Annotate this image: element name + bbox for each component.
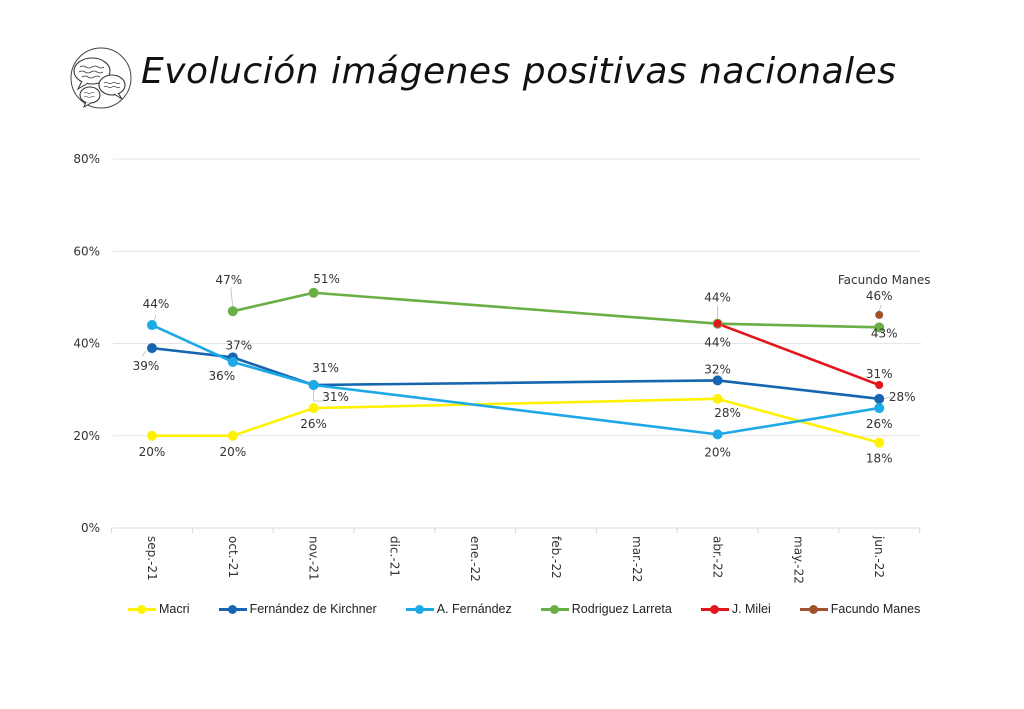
data-point — [875, 310, 884, 319]
legend-label: A. Fernández — [436, 602, 512, 616]
legend-swatch — [799, 603, 828, 615]
data-point — [874, 393, 885, 404]
data-point — [308, 403, 319, 414]
data-label: 46% — [866, 289, 893, 303]
legend-item-a-fern-ndez[interactable]: A. Fernández — [405, 602, 512, 616]
x-tick-label: ene.-22 — [468, 536, 482, 582]
data-label: 32% — [704, 362, 731, 376]
data-label: 31% — [322, 390, 349, 404]
legend-swatch — [540, 603, 569, 615]
label-leader-line — [313, 389, 324, 402]
y-tick-label: 60% — [73, 244, 100, 258]
y-tick-label: 0% — [81, 521, 100, 535]
data-label: 31% — [312, 361, 339, 375]
data-label: 37% — [225, 338, 252, 352]
legend-label: Facundo Manes — [830, 602, 921, 616]
legend-item-rodriguez-larreta[interactable]: Rodriguez Larreta — [540, 602, 672, 616]
data-label: 44% — [704, 336, 731, 350]
data-label: 26% — [866, 417, 893, 431]
annotation-facundo-manes: Facundo Manes — [838, 273, 931, 287]
data-point — [712, 429, 723, 440]
data-point — [227, 306, 238, 317]
label-leader-line — [878, 304, 882, 312]
label-leader-line — [230, 287, 234, 308]
label-leader-line — [141, 350, 147, 357]
data-point — [874, 403, 885, 414]
data-point — [147, 320, 157, 331]
data-label: 44% — [143, 297, 170, 311]
x-tick-label: sep.-21 — [145, 536, 159, 581]
page-title: Evolución imágenes positivas nacionales — [141, 51, 897, 92]
data-point — [147, 430, 157, 441]
data-point — [874, 437, 885, 448]
data-label: 20% — [704, 445, 731, 459]
x-tick-label: may.-22 — [791, 536, 805, 584]
data-point — [713, 319, 722, 328]
data-label: 18% — [866, 452, 893, 466]
legend-label: Macri — [159, 602, 190, 616]
legend-swatch — [128, 603, 156, 615]
legend-label: Rodriguez Larreta — [571, 602, 672, 616]
label-leader-line — [883, 396, 892, 400]
series-line-j-milei — [717, 322, 880, 387]
data-point — [875, 381, 884, 390]
x-tick-label: dic.-21 — [387, 536, 401, 577]
data-label: 39% — [133, 359, 160, 373]
legend-label: Fernández de Kirchner — [249, 602, 377, 616]
series-line-fern-ndez-de-kirchner — [151, 346, 880, 401]
x-tick-label: feb.-22 — [549, 536, 563, 579]
data-point — [712, 375, 723, 386]
x-tick-label: jun.-22 — [872, 535, 886, 578]
data-point — [227, 430, 238, 441]
chart-legend: Macri Fernández de Kirchner A. Fernández Ro… — [128, 602, 920, 616]
legend-swatch — [700, 603, 729, 615]
series-line-a-fern-ndez — [151, 323, 880, 436]
data-point — [308, 380, 319, 391]
data-label: 44% — [704, 291, 731, 305]
data-label: 47% — [215, 273, 242, 287]
y-tick-label: 20% — [73, 429, 100, 443]
data-point — [147, 343, 157, 354]
legend-item-macri[interactable]: Macri — [128, 602, 190, 616]
data-label: 20% — [139, 445, 166, 459]
speech-bubbles-icon — [70, 47, 132, 109]
series-line-rodriguez-larreta — [232, 291, 880, 329]
data-label: 20% — [219, 445, 246, 459]
data-label: 31% — [866, 367, 893, 381]
x-tick-label: mar.-22 — [630, 536, 644, 582]
legend-swatch — [218, 603, 247, 615]
data-point — [874, 322, 885, 333]
legend-item-facundo-manes[interactable]: Facundo Manes — [799, 602, 921, 616]
data-label: 28% — [889, 390, 916, 404]
x-tick-label: oct.-21 — [226, 536, 240, 578]
data-label: 28% — [714, 406, 741, 420]
data-label: 36% — [208, 369, 235, 383]
y-tick-label: 80% — [73, 152, 100, 166]
legend-swatch — [405, 603, 434, 615]
x-tick-label: abr.-22 — [711, 536, 725, 578]
header — [68, 42, 132, 112]
data-label: 43% — [871, 326, 898, 340]
data-point — [308, 287, 319, 298]
x-tick-label: nov.-21 — [307, 536, 321, 581]
y-tick-label: 40% — [73, 337, 100, 351]
legend-item-fern-ndez-de-kirchner[interactable]: Fernández de Kirchner — [218, 602, 377, 616]
data-label: 26% — [300, 417, 327, 431]
label-leader-line — [153, 314, 157, 322]
legend-label: J. Milei — [731, 602, 771, 616]
legend-item-j-milei[interactable]: J. Milei — [700, 602, 771, 616]
data-label: 51% — [313, 272, 340, 286]
data-point — [227, 356, 238, 367]
data-point — [712, 393, 723, 404]
